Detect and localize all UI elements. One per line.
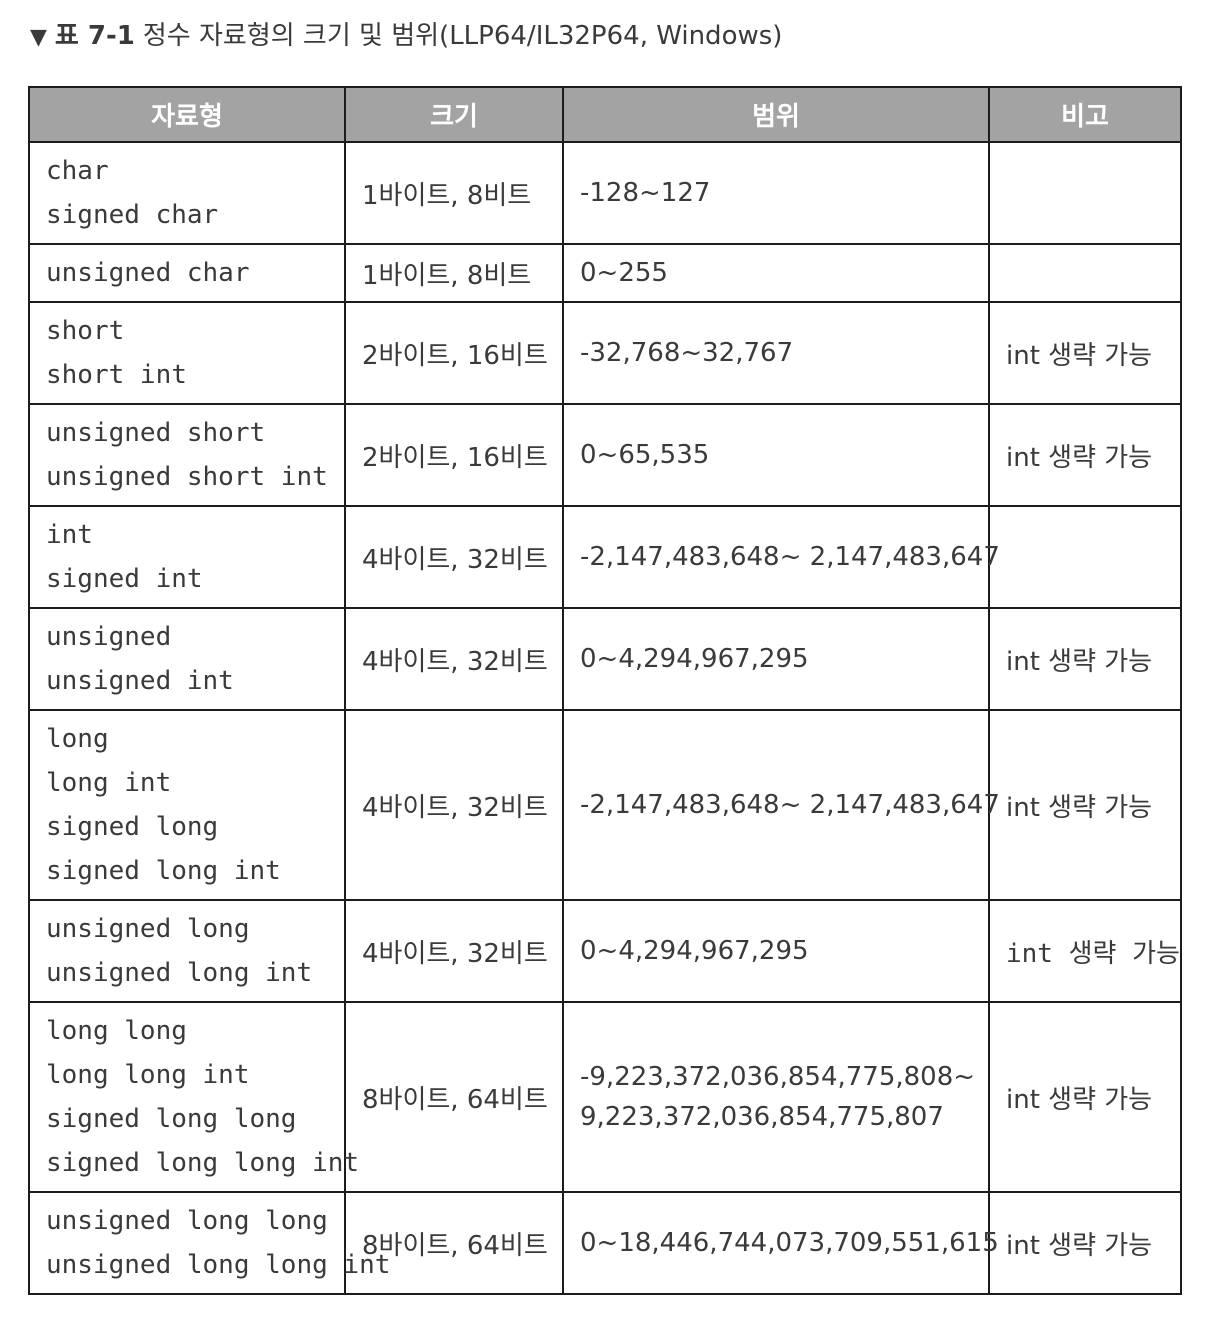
header-row: 자료형 크기 범위 비고: [28, 86, 1182, 143]
header-note: 비고: [988, 86, 1182, 143]
type-name: signed char: [46, 200, 219, 230]
note-cell: int 생략 가능: [988, 1001, 1182, 1193]
type-name: unsigned long long: [46, 1206, 328, 1236]
range-value: -9,223,372,036,854,775,808~: [580, 1062, 976, 1092]
note-cell: int 생략 가능: [988, 403, 1182, 507]
type-cell: int signed int: [28, 505, 346, 609]
type-name: unsigned: [46, 622, 172, 652]
note-cell: [988, 505, 1182, 609]
range-value: -128~127: [580, 178, 711, 208]
integer-types-table: 자료형 크기 범위 비고 char signed char 1바이트, 8비트 …: [28, 86, 1182, 1295]
type-name: signed long int: [46, 856, 281, 886]
size-cell: 8바이트, 64비트: [344, 1191, 564, 1295]
type-cell: long long long long int signed long long…: [28, 1001, 360, 1193]
size-cell: 4바이트, 32비트: [344, 709, 564, 901]
note-cell: int 생략 가능: [988, 709, 1182, 901]
type-name: long long: [46, 1016, 187, 1046]
type-cell: unsigned short unsigned short int: [28, 403, 346, 507]
header-size: 크기: [344, 86, 564, 143]
range-value: -2,147,483,648~ 2,147,483,647: [580, 542, 1000, 572]
type-name: unsigned short int: [46, 462, 328, 492]
note-cell: int 생략 가능: [988, 607, 1182, 711]
table-number: 표 7-1: [54, 21, 135, 51]
range-cell: 0~18,446,744,073,709,551,615: [562, 1191, 999, 1295]
type-name: unsigned long int: [46, 958, 313, 988]
table-caption: ▼ 표 7-1 정수 자료형의 크기 및 범위(LLP64/IL32P64, Win…: [30, 16, 782, 56]
range-cell: 0~4,294,967,295: [562, 607, 990, 711]
size-cell: 2바이트, 16비트: [344, 403, 564, 507]
table-row: unsigned long unsigned long int 4바이트, 32…: [28, 899, 1182, 1003]
size-cell: 4바이트, 32비트: [344, 899, 564, 1003]
type-name: signed int: [46, 564, 203, 594]
table-row: short short int 2바이트, 16비트 -32,768~32,76…: [28, 301, 1182, 405]
range-value: 0~18,446,744,073,709,551,615: [580, 1228, 999, 1258]
type-name: unsigned int: [46, 666, 234, 696]
range-cell: -128~127: [562, 141, 990, 245]
size-cell: 4바이트, 32비트: [344, 607, 564, 711]
type-cell: long long int signed long signed long in…: [28, 709, 346, 901]
type-name: unsigned char: [46, 258, 250, 288]
type-name: unsigned short: [46, 418, 266, 448]
type-name: long long int: [46, 1060, 250, 1090]
type-cell: short short int: [28, 301, 346, 405]
range-cell: 0~255: [562, 243, 990, 303]
type-name: int: [46, 520, 93, 550]
type-name: unsigned long long int: [46, 1250, 391, 1280]
type-name: unsigned long: [46, 914, 250, 944]
note-cell: int 생략 가능: [988, 899, 1182, 1003]
type-cell: unsigned long long unsigned long long in…: [28, 1191, 391, 1295]
size-cell: 8바이트, 64비트: [344, 1001, 564, 1193]
table-row: long long int signed long signed long in…: [28, 709, 1182, 901]
header-type: 자료형: [28, 86, 346, 143]
range-value: 9,223,372,036,854,775,807: [580, 1102, 944, 1132]
type-name: signed long: [46, 812, 219, 842]
range-cell: -2,147,483,648~ 2,147,483,647: [562, 505, 1000, 609]
range-value: 0~4,294,967,295: [580, 644, 809, 674]
type-cell: unsigned char: [28, 243, 346, 303]
size-cell: 1바이트, 8비트: [344, 141, 564, 245]
range-cell: -32,768~32,767: [562, 301, 990, 405]
type-cell: unsigned long unsigned long int: [28, 899, 346, 1003]
table-row: char signed char 1바이트, 8비트 -128~127: [28, 141, 1182, 245]
table-row: unsigned long long unsigned long long in…: [28, 1191, 1182, 1295]
note-cell: [988, 141, 1182, 245]
size-cell: 1바이트, 8비트: [344, 243, 564, 303]
type-name: long int: [46, 768, 172, 798]
range-value: -2,147,483,648~ 2,147,483,647: [580, 790, 1000, 820]
size-cell: 4바이트, 32비트: [344, 505, 564, 609]
range-value: -32,768~32,767: [580, 338, 794, 368]
type-cell: unsigned unsigned int: [28, 607, 346, 711]
range-cell: -2,147,483,648~ 2,147,483,647: [562, 709, 1000, 901]
note-cell: int 생략 가능: [988, 1191, 1182, 1295]
type-name: signed long long: [46, 1104, 297, 1134]
note-cell: int 생략 가능: [988, 301, 1182, 405]
table-title: 정수 자료형의 크기 및 범위(LLP64/IL32P64, Windows): [142, 21, 783, 51]
type-name: long: [46, 724, 109, 754]
type-name: short: [46, 316, 125, 346]
range-cell: -9,223,372,036,854,775,808~ 9,223,372,03…: [562, 1001, 990, 1193]
range-cell: 0~4,294,967,295: [562, 899, 990, 1003]
type-name: char: [46, 156, 109, 186]
table-row: unsigned char 1바이트, 8비트 0~255: [28, 243, 1182, 303]
size-cell: 2바이트, 16비트: [344, 301, 564, 405]
type-cell: char signed char: [28, 141, 346, 245]
range-cell: 0~65,535: [562, 403, 990, 507]
table-row: long long long long int signed long long…: [28, 1001, 1182, 1193]
table-row: unsigned unsigned int 4바이트, 32비트 0~4,294…: [28, 607, 1182, 711]
range-value: 0~4,294,967,295: [580, 936, 809, 966]
table-row: unsigned short unsigned short int 2바이트, …: [28, 403, 1182, 507]
table-row: int signed int 4바이트, 32비트 -2,147,483,648…: [28, 505, 1182, 609]
range-value: 0~65,535: [580, 440, 710, 470]
triangle-down-icon: ▼: [30, 25, 47, 50]
header-range: 범위: [562, 86, 990, 143]
type-name: signed long long int: [46, 1148, 360, 1178]
range-value: 0~255: [580, 258, 668, 288]
note-cell: [988, 243, 1182, 303]
type-name: short int: [46, 360, 187, 390]
